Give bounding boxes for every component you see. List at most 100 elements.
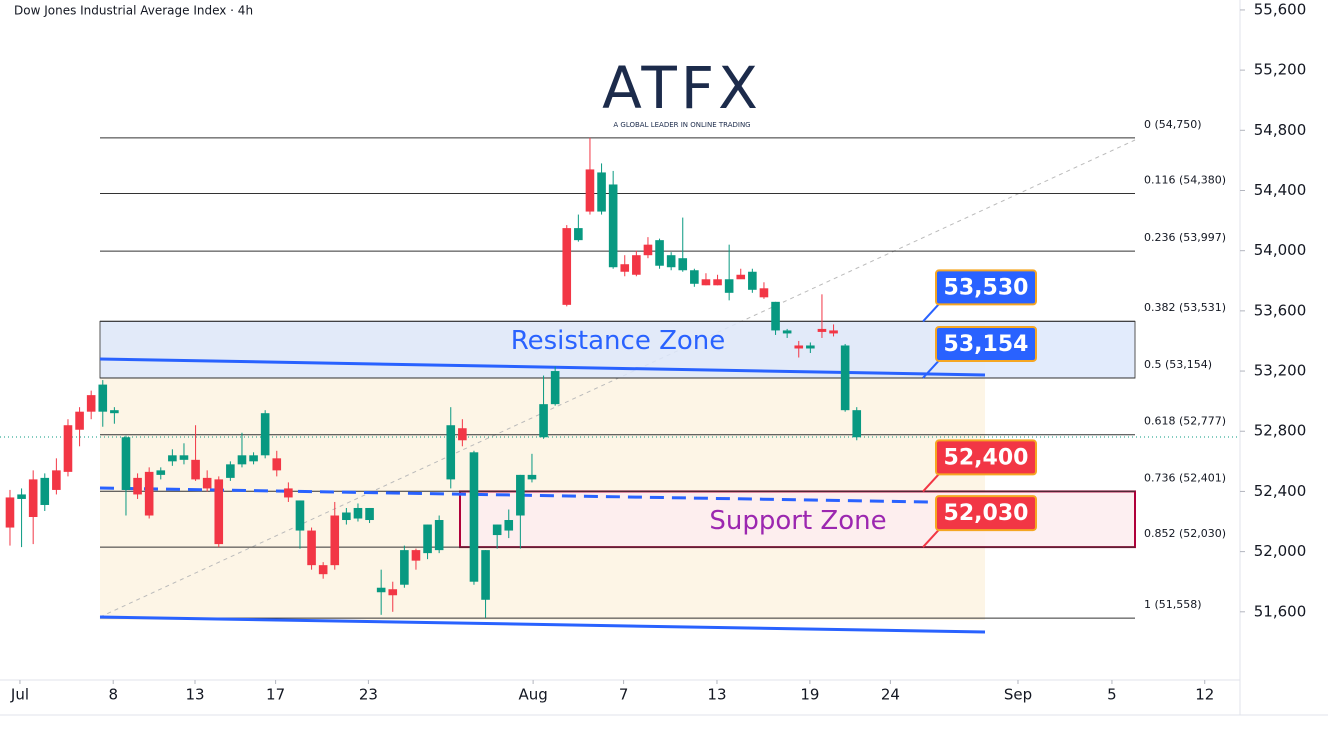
chart-title: Dow Jones Industrial Average Index · 4h xyxy=(14,4,253,18)
callout-label: 53,154 xyxy=(944,332,1029,357)
x-tick-label: 13 xyxy=(185,686,204,704)
candle-body xyxy=(539,404,548,438)
x-tick-label: 23 xyxy=(359,686,378,704)
candle-body xyxy=(133,477,142,495)
candle-body xyxy=(469,452,479,582)
candle-body xyxy=(214,479,224,545)
candle-body xyxy=(643,244,653,256)
candle-body xyxy=(86,395,96,412)
callout-box xyxy=(935,269,1037,306)
fib-label: 0.736 (52,401) xyxy=(1144,471,1226,484)
candle-body xyxy=(829,330,838,334)
callout-box xyxy=(935,439,1037,476)
candle-body xyxy=(353,507,363,519)
x-tick-label: 17 xyxy=(266,686,285,704)
candle-body xyxy=(260,413,270,456)
candle-body xyxy=(272,458,282,471)
candle-body xyxy=(388,589,398,596)
candle-body xyxy=(434,520,444,551)
y-tick-label: 55,600 xyxy=(1254,0,1307,18)
candle-body xyxy=(585,169,595,212)
candle-body xyxy=(481,550,490,600)
candle-body xyxy=(342,512,351,521)
candle-body xyxy=(458,428,467,441)
x-tick-label: Jul xyxy=(10,686,29,704)
candle-body xyxy=(318,565,328,575)
candle-body xyxy=(852,410,862,438)
x-tick-label: 19 xyxy=(800,686,819,704)
candle-body xyxy=(121,437,131,490)
x-tick-label: Sep xyxy=(1004,686,1032,704)
candle-body xyxy=(144,471,154,516)
fib-label: 0.116 (54,380) xyxy=(1144,174,1226,187)
x-tick-label: 5 xyxy=(1107,686,1117,704)
trend-line-dashed xyxy=(99,486,986,505)
candle-body xyxy=(191,459,200,480)
candle-body xyxy=(736,274,746,280)
candle-body xyxy=(771,301,780,331)
candle-body xyxy=(376,587,386,593)
x-tick-label: Aug xyxy=(518,686,547,704)
fib-label: 0 (54,750) xyxy=(1144,118,1202,131)
candle-body xyxy=(597,172,606,212)
y-tick-label: 54,800 xyxy=(1254,121,1307,139)
y-tick-label: 52,000 xyxy=(1254,542,1307,560)
candle-body xyxy=(156,470,166,475)
candle-body xyxy=(678,258,688,271)
candle-body xyxy=(492,524,502,536)
x-tick-label: 8 xyxy=(108,686,118,704)
candle-body xyxy=(17,494,26,499)
candle-body xyxy=(52,470,61,490)
callout-label: 52,400 xyxy=(944,445,1029,470)
candle-body xyxy=(794,345,804,349)
candle-body xyxy=(411,550,421,561)
fib-label: 0.618 (52,777) xyxy=(1144,415,1226,428)
y-tick-label: 52,400 xyxy=(1254,482,1307,500)
candle-body xyxy=(295,500,305,531)
candle-body xyxy=(446,425,456,480)
fib-label: 0.236 (53,997) xyxy=(1144,231,1226,244)
candle-body xyxy=(400,550,409,585)
candle-body xyxy=(632,255,641,275)
candle-body xyxy=(574,228,583,241)
x-tick-label: 24 xyxy=(881,686,900,704)
candle-body xyxy=(307,530,316,566)
trend-line xyxy=(99,615,986,634)
callout-label: 53,530 xyxy=(944,275,1029,300)
candle-body xyxy=(40,477,50,505)
callout-label: 52,030 xyxy=(944,501,1029,526)
trend-line xyxy=(99,357,986,377)
y-tick-label: 54,400 xyxy=(1254,181,1307,199)
candle-body xyxy=(817,328,827,332)
candle-body xyxy=(98,384,108,412)
candle-body xyxy=(179,455,189,460)
x-tick-label: 7 xyxy=(619,686,629,704)
fib-label: 0.5 (53,154) xyxy=(1144,358,1212,371)
y-tick-label: 52,800 xyxy=(1254,422,1307,440)
candle-body xyxy=(63,425,73,472)
y-tick-label: 55,200 xyxy=(1254,61,1307,79)
candle-body xyxy=(330,515,340,566)
y-tick-label: 53,200 xyxy=(1254,362,1307,380)
fib-label: 0.852 (52,030) xyxy=(1144,527,1226,540)
candle-body xyxy=(724,279,734,293)
candle-body xyxy=(365,507,374,521)
y-tick-label: 53,600 xyxy=(1254,301,1307,319)
candle-body xyxy=(608,184,618,268)
candle-body xyxy=(690,270,699,284)
candle-body xyxy=(713,279,722,286)
y-tick-label: 54,000 xyxy=(1254,241,1307,259)
logo: ATFX xyxy=(602,54,762,122)
candle-body xyxy=(75,411,84,430)
candle-body xyxy=(527,474,537,480)
x-tick-label: 13 xyxy=(707,686,726,704)
fib-diagonal xyxy=(99,139,1136,618)
logo-tagline: A GLOBAL LEADER IN ONLINE TRADING xyxy=(613,121,750,129)
candle-body xyxy=(620,264,630,272)
callout-box xyxy=(935,325,1037,362)
candle-body xyxy=(28,479,38,518)
fib-label: 0.382 (53,531) xyxy=(1144,301,1226,314)
candle-body xyxy=(759,288,769,298)
candle-body xyxy=(504,520,514,531)
x-tick-label: 12 xyxy=(1195,686,1214,704)
